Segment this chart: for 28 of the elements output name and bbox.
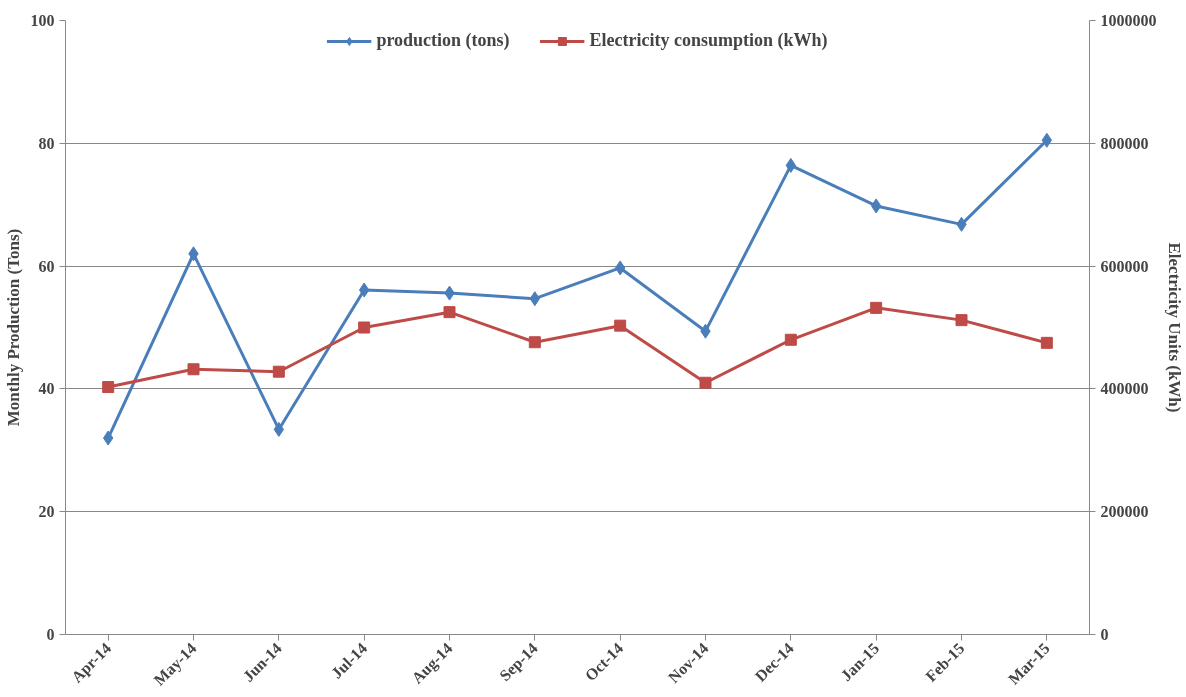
- point: [102, 381, 115, 394]
- y2-tick-label: 400000: [1100, 380, 1149, 398]
- point: [443, 306, 456, 319]
- y2-tick-label: 1000000: [1100, 12, 1157, 29]
- y-tick-label: 0: [46, 626, 55, 643]
- legend-label: Electricity consumption (kWh): [589, 30, 828, 51]
- y-tick-label: 20: [38, 503, 55, 521]
- point: [784, 333, 797, 346]
- y-axis-title: Monthly Production (Tons): [3, 228, 23, 427]
- y2-tick-label: 0: [1100, 626, 1109, 643]
- point: [614, 319, 627, 332]
- y-tick-label: 40: [38, 380, 55, 398]
- y-tick-label: 60: [38, 257, 55, 275]
- point: [528, 336, 541, 349]
- point: [1040, 336, 1053, 349]
- point: [870, 301, 883, 314]
- point: [358, 321, 371, 334]
- y2-axis-title: Electricity Units (kWh): [1164, 242, 1184, 413]
- y2-tick-label: 800000: [1100, 134, 1149, 152]
- point: [955, 314, 968, 327]
- point: [272, 365, 285, 378]
- y2-tick-label: 600000: [1100, 257, 1149, 275]
- point: [699, 376, 712, 389]
- point: [187, 363, 200, 376]
- legend-label: production (tons): [376, 30, 510, 51]
- y-tick-label: 80: [38, 134, 55, 152]
- y-tick-label: 100: [30, 12, 55, 29]
- y2-tick-label: 200000: [1100, 503, 1149, 521]
